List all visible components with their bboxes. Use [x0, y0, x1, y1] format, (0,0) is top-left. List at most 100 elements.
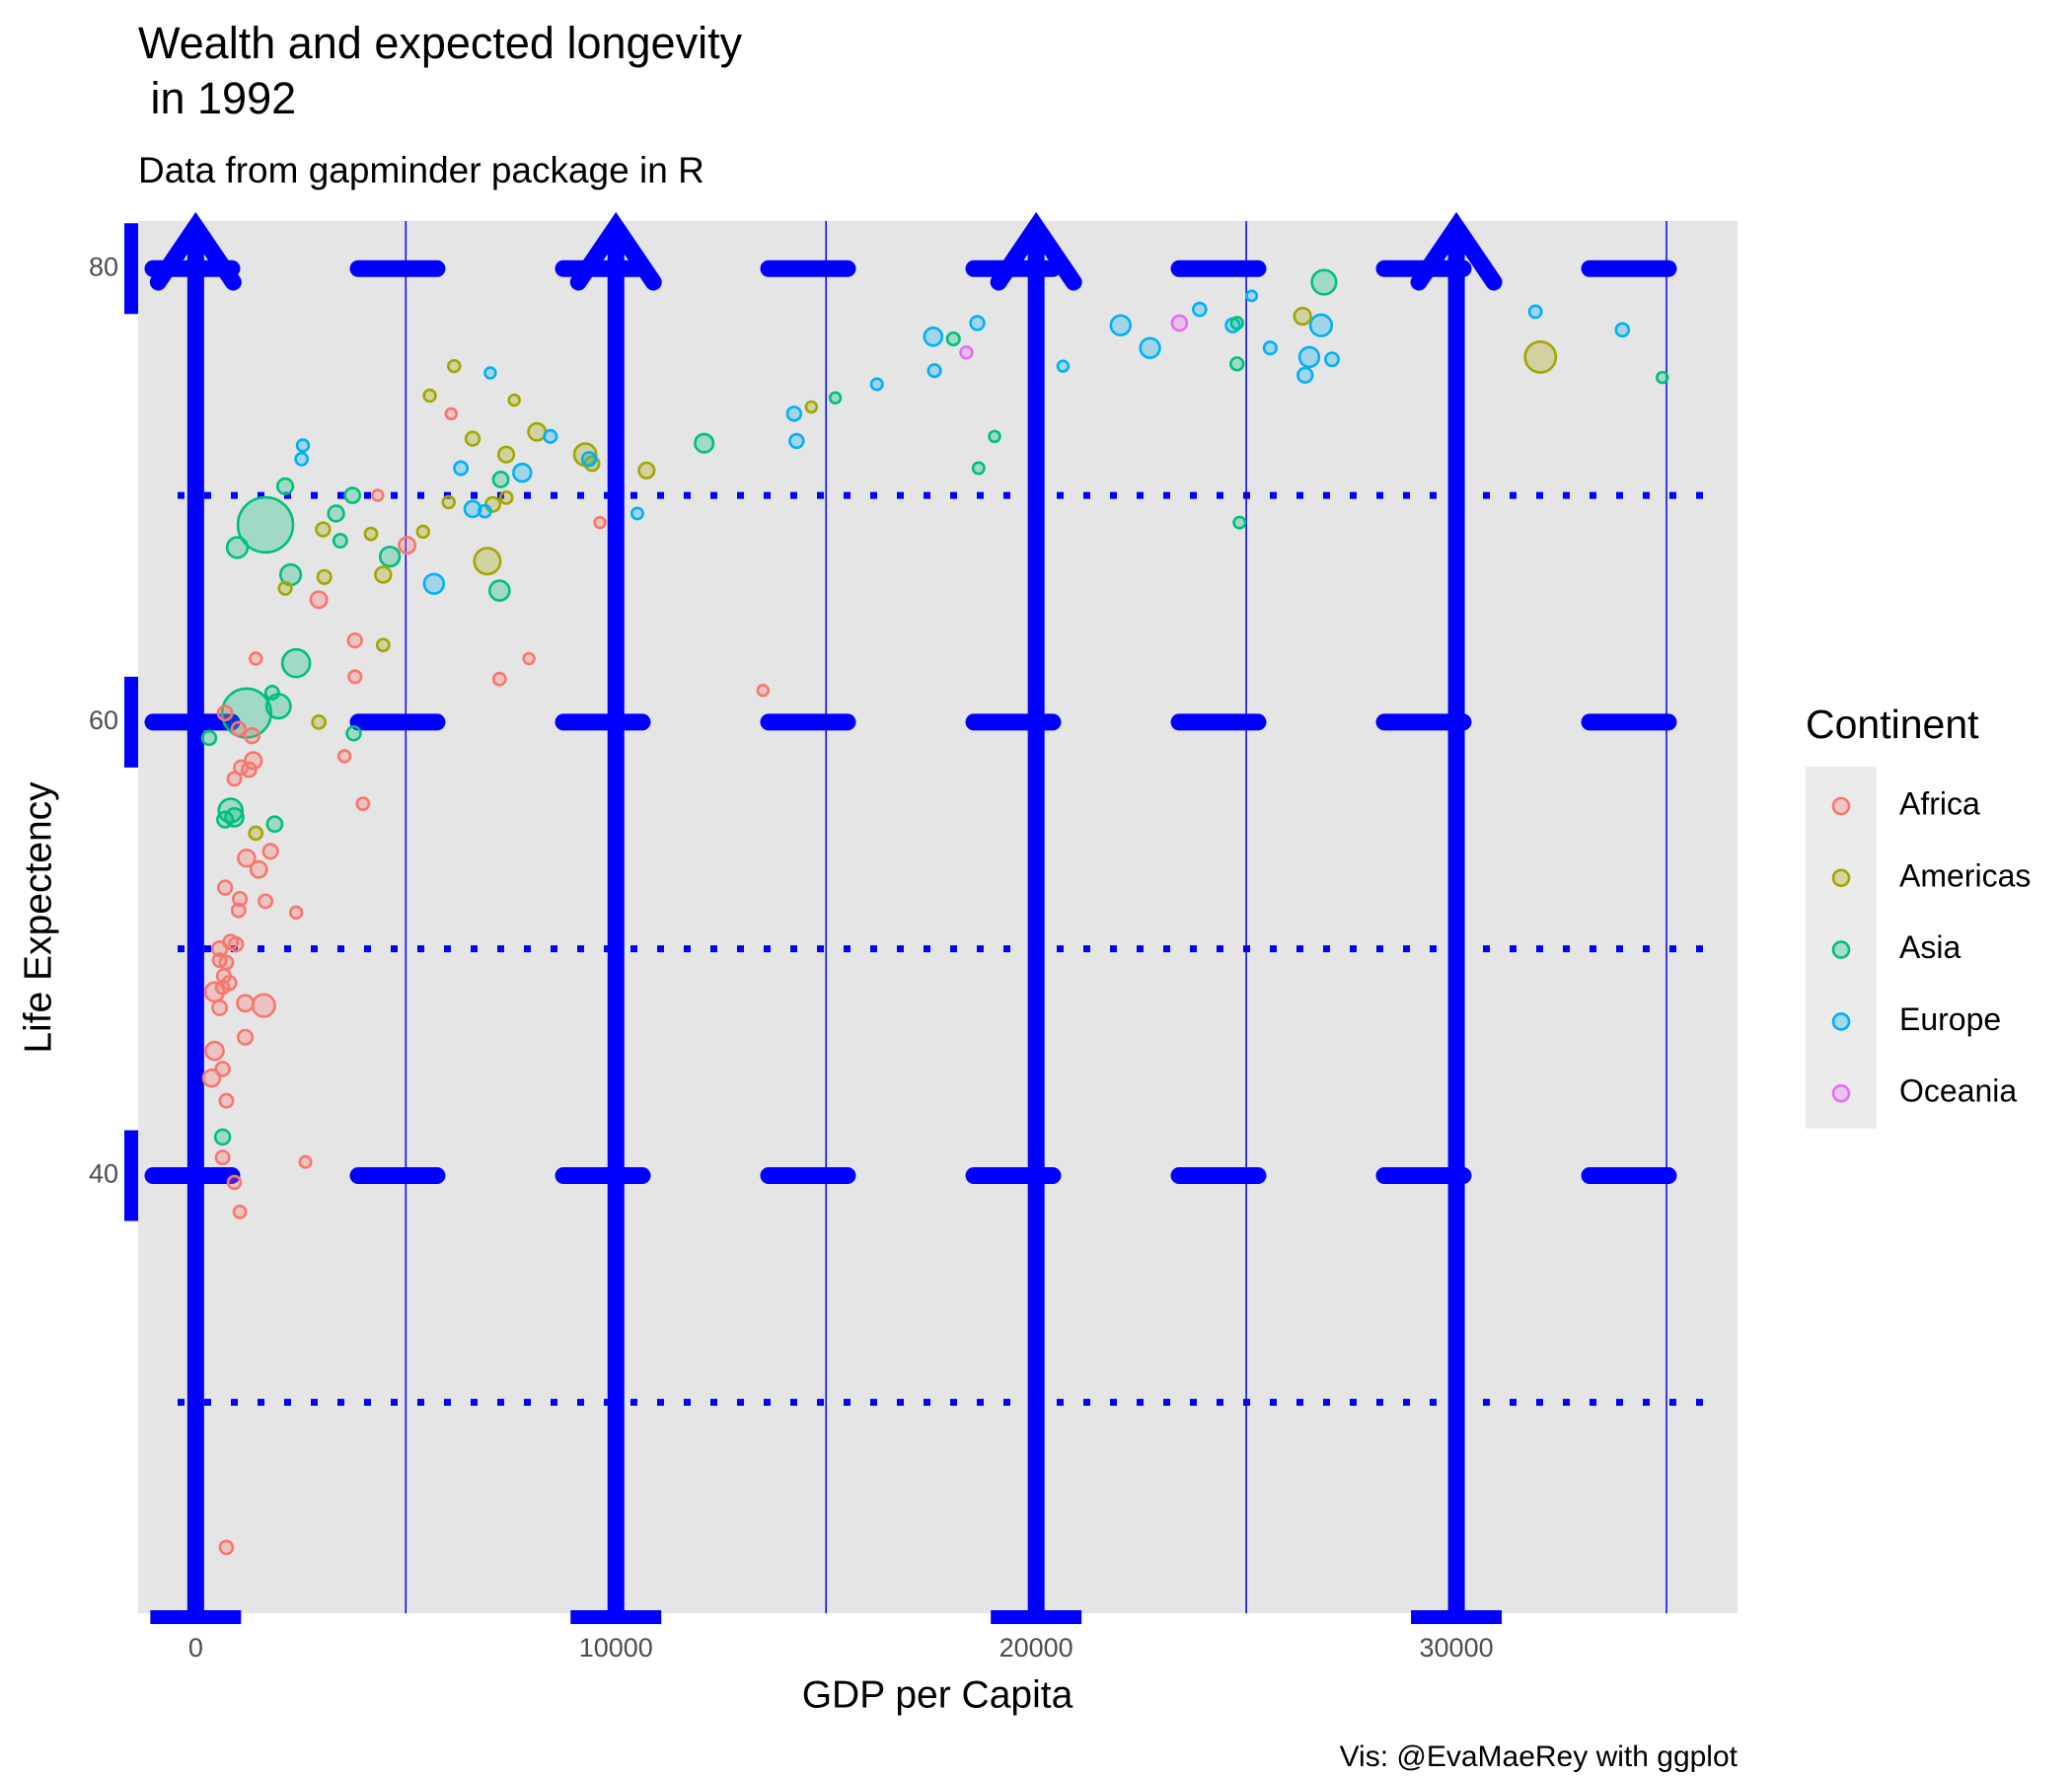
data-point [216, 810, 235, 829]
chart-title: Wealth and expected longevity in 1992 [138, 18, 743, 123]
data-point [464, 430, 481, 447]
data-point [315, 521, 332, 538]
data-point [444, 407, 459, 421]
data-point [926, 363, 942, 379]
data-point [275, 477, 295, 495]
data-point [258, 893, 274, 910]
data-point [233, 759, 250, 777]
data-point [453, 460, 470, 477]
data-point [249, 859, 268, 879]
data-point [249, 651, 263, 666]
data-point [1229, 316, 1244, 331]
data-point [959, 345, 974, 360]
data-point [346, 631, 363, 649]
data-point [200, 729, 218, 747]
legend-label: Asia [1899, 929, 1961, 965]
data-point [1293, 306, 1312, 327]
data-point [280, 647, 312, 679]
chart-subtitle: Data from gapminder package in R [138, 150, 704, 190]
y-tick-label: 80 [89, 252, 118, 281]
data-point [1308, 313, 1334, 337]
data-point [261, 843, 279, 860]
data-point [336, 749, 352, 764]
data-point [214, 979, 231, 996]
grid-arrow-head [569, 211, 662, 291]
data-point [230, 902, 247, 919]
data-point [218, 1539, 235, 1556]
data-point [218, 1092, 235, 1109]
data-point [294, 451, 310, 467]
x-tick-label: 0 [188, 1633, 203, 1663]
y-axis-title: Life Expectency [17, 781, 59, 1054]
legend-label: Americas [1899, 857, 2031, 893]
data-point [316, 568, 333, 585]
data-point [226, 771, 243, 787]
data-point [785, 406, 803, 422]
data-point [945, 331, 961, 347]
data-point [522, 651, 536, 666]
data-point [1614, 322, 1631, 338]
x-axis-title: GDP per Capita [802, 1673, 1073, 1716]
data-point [1232, 515, 1247, 530]
data-point [332, 533, 348, 549]
caption: Vis: @EvaMaeRey with ggplot [1340, 1740, 1739, 1773]
data-point [422, 388, 437, 404]
data-point [263, 685, 280, 701]
data-point [343, 486, 362, 504]
data-point [1056, 359, 1071, 373]
data-point [580, 451, 598, 468]
data-point [295, 438, 311, 453]
data-point [447, 358, 462, 374]
data-point [228, 935, 245, 953]
data-point [363, 526, 379, 542]
legend-key-background [1806, 767, 1877, 1129]
data-point [226, 1174, 243, 1191]
y-tick-label: 40 [89, 1159, 118, 1189]
data-point [251, 993, 276, 1018]
legend-key [1831, 796, 1851, 816]
data-point [869, 377, 884, 392]
data-point [1310, 268, 1338, 296]
data-point [971, 461, 986, 476]
data-point [236, 495, 295, 555]
data-point [415, 524, 430, 540]
data-point [243, 726, 261, 745]
legend-label: Oceania [1899, 1073, 2017, 1109]
data-point [527, 421, 548, 442]
data-point [288, 905, 304, 921]
data-point [629, 506, 644, 521]
data-point [201, 1068, 222, 1088]
data-point [1656, 370, 1669, 385]
data-point [298, 1154, 313, 1169]
data-point [248, 825, 264, 842]
data-point [216, 879, 234, 896]
data-point [969, 315, 986, 332]
data-point [1170, 314, 1189, 333]
data-point [491, 671, 507, 687]
data-point [988, 429, 1001, 444]
y-tick-label: 60 [89, 705, 118, 735]
grid-arrow-head [990, 211, 1082, 291]
data-point [507, 393, 521, 407]
legend-key [1831, 1012, 1851, 1031]
data-point [497, 445, 516, 464]
data-point [213, 1128, 232, 1147]
data-point [923, 326, 944, 347]
data-point [1297, 345, 1321, 369]
data-point [225, 536, 250, 559]
legend-key [1831, 868, 1851, 888]
data-point [218, 954, 235, 971]
data-point [1109, 314, 1132, 336]
data-point [371, 488, 385, 502]
legend-key [1831, 940, 1851, 959]
legend-key [1831, 1083, 1851, 1103]
data-point [491, 471, 510, 488]
legend-label: Africa [1899, 785, 1980, 821]
data-point [214, 1149, 231, 1166]
data-point [236, 994, 256, 1013]
data-point [593, 515, 607, 530]
data-point [1262, 340, 1278, 356]
